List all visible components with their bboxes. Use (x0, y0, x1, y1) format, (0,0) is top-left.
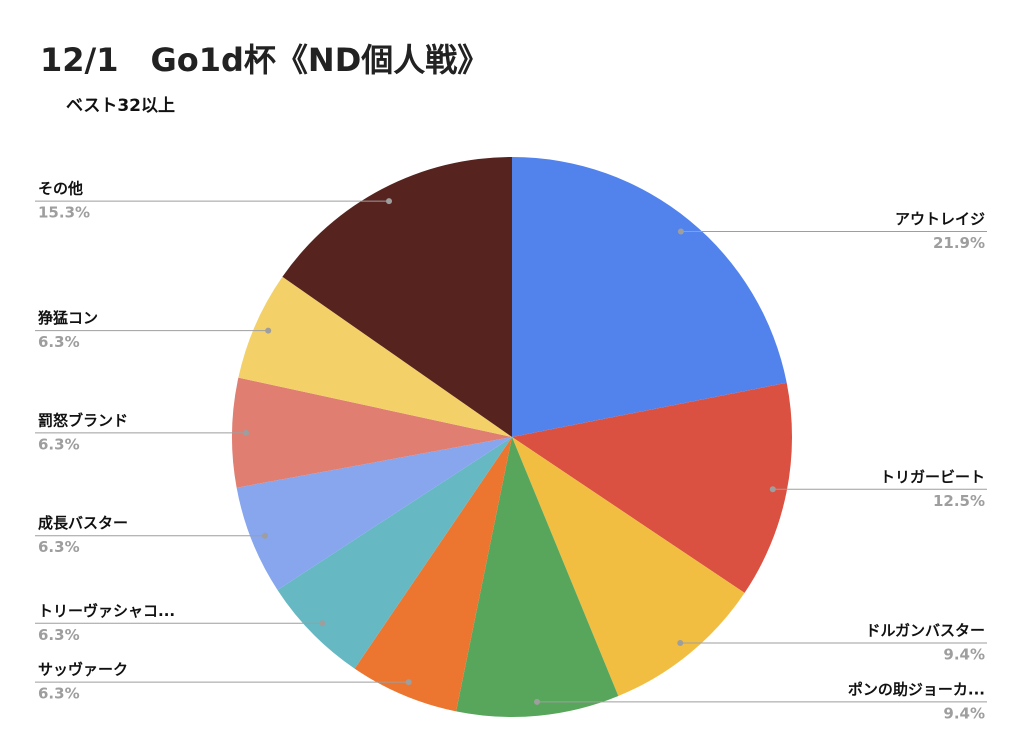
chart-subtitle: ベスト32以上 (66, 96, 175, 116)
pie-slice (512, 382, 792, 593)
pie-slice (236, 437, 512, 590)
slice-label: サッヴァーク (38, 661, 128, 679)
slice-label: 狰猛コン (37, 309, 98, 327)
pie-slice (232, 377, 512, 488)
leader-dot (243, 429, 250, 436)
leader-dot (534, 698, 541, 705)
slice-value-label: 15.3% (38, 204, 90, 222)
slice-label: アウトレイジ (895, 210, 985, 228)
slice-label: 罰怒ブランド (38, 411, 128, 429)
pie-slice (456, 437, 619, 718)
pie-slice (282, 157, 512, 437)
slice-label: その他 (38, 180, 83, 198)
slice-label: ドルガンバスター (865, 622, 985, 640)
leader-dot (319, 620, 326, 627)
slice-value-label: 12.5% (933, 492, 985, 510)
slice-label: トリーヴァシャコ... (38, 602, 175, 620)
leader-dot (677, 228, 684, 235)
slice-value-label: 6.3% (38, 333, 80, 351)
slice-value-label: 6.3% (38, 538, 80, 556)
slice-value-label: 6.3% (38, 685, 80, 703)
slice-value-label: 6.3% (38, 435, 80, 453)
slice-label: ポンの助ジョーカ... (848, 680, 985, 698)
pie-slice (277, 437, 512, 669)
slice-value-label: 21.9% (933, 234, 985, 252)
slice-label: トリガービート (880, 468, 985, 486)
slice-value-label: 9.4% (943, 704, 985, 722)
slice-value-label: 6.3% (38, 626, 80, 644)
chart-title: 12/1 Go1d杯《ND個人戦》 (40, 41, 489, 79)
leader-dot (769, 486, 776, 493)
pie-slice (354, 437, 512, 712)
leader-dot (265, 327, 272, 334)
pie-slice (512, 157, 787, 437)
leader-dot (405, 679, 412, 686)
slice-value-label: 9.4% (943, 646, 985, 664)
pie-slice (238, 276, 512, 437)
pie-slice (512, 437, 745, 697)
leader-dot (261, 532, 268, 539)
leader-dot (677, 640, 684, 647)
slice-label: 成長バスター (38, 514, 128, 532)
leader-dot (386, 198, 393, 205)
